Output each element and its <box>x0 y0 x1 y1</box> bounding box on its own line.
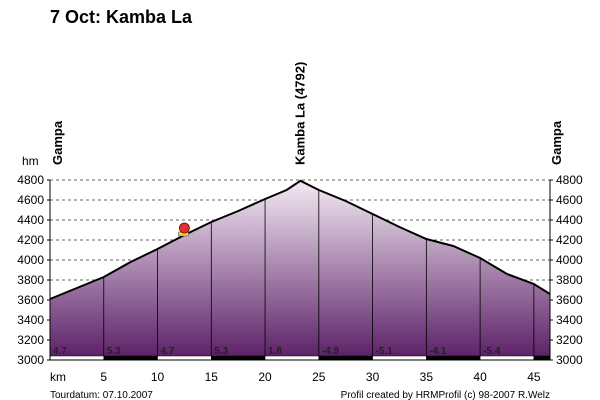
grade-label: 4.7 <box>161 346 175 357</box>
grade-label: -5.1 <box>376 346 394 357</box>
y-tick-label-left: 4800 <box>17 173 44 187</box>
place-label: Kamba La (4792) <box>293 62 308 165</box>
y-tick-label-left: 4200 <box>17 233 44 247</box>
y-tick-label-right: 3400 <box>556 313 583 327</box>
segment-dividers <box>103 190 535 360</box>
grade-label: 5.3 <box>214 346 228 357</box>
credit-text: Profil created by HRMProfil (c) 98-2007 … <box>341 390 550 400</box>
y-tick-label-left: 3200 <box>17 333 44 347</box>
y-tick-label-right: 3800 <box>556 273 583 287</box>
x-tick-label: 15 <box>205 370 219 384</box>
place-label: Gampa <box>549 120 564 165</box>
y-tick-label-right: 4600 <box>556 193 583 207</box>
position-marker <box>178 222 190 237</box>
y-tick-label-left: 3600 <box>17 293 44 307</box>
x-tick-label: 10 <box>151 370 165 384</box>
grade-labels: 4.7 5.3 4.7 5.3 1.8 -4.9 -5.1 -4.1 -5.4 <box>53 346 501 357</box>
x-tick-label: 25 <box>312 370 326 384</box>
y-tick-label-right: 3000 <box>556 353 583 367</box>
grade-label: 1.8 <box>268 346 282 357</box>
place-labels: Gampa Kamba La (4792) Gampa <box>50 62 564 165</box>
marker-dot <box>179 222 190 234</box>
chart-title: 7 Oct: Kamba La <box>50 7 193 27</box>
x-tick-label: 45 <box>527 370 541 384</box>
grade-label: -5.4 <box>483 346 501 357</box>
y-tick-label-left: 4400 <box>17 213 44 227</box>
x-tick-label: 35 <box>420 370 434 384</box>
y-tick-label-right: 4400 <box>556 213 583 227</box>
elevation-area <box>50 180 550 360</box>
y-tick-label-right: 4800 <box>556 173 583 187</box>
y-tick-label-left: 3000 <box>17 353 44 367</box>
y-tick-label-right: 3200 <box>556 333 583 347</box>
x-tick-label: 30 <box>366 370 380 384</box>
grade-label: -4.9 <box>322 346 340 357</box>
y-tick-label-right: 3600 <box>556 293 583 307</box>
y-tick-label-left: 3800 <box>17 273 44 287</box>
x-tick-label: 5 <box>100 370 107 384</box>
distance-scale-bar <box>49 355 551 361</box>
place-label: Gampa <box>50 120 65 165</box>
x-axis-unit-label: km <box>50 370 66 384</box>
y-tick-label-left: 4000 <box>17 253 44 267</box>
elevation-line <box>49 179 551 300</box>
y-tick-label-right: 4000 <box>556 253 583 267</box>
scale-bar-segment <box>533 355 551 361</box>
grade-label: 5.3 <box>107 346 121 357</box>
grade-label: 4.7 <box>53 346 67 357</box>
x-tick-label: 40 <box>473 370 487 384</box>
grade-label: -4.1 <box>429 346 447 357</box>
y-axis-unit-label: hm <box>22 154 39 168</box>
x-tick-label: 20 <box>258 370 272 384</box>
tour-date: Tourdatum: 07.10.2007 <box>50 390 153 400</box>
y-tick-label-left: 4600 <box>17 193 44 207</box>
y-tick-label-left: 3400 <box>17 313 44 327</box>
y-tick-label-right: 4200 <box>556 233 583 247</box>
axes: 3000 3000 3200 3200 3400 3400 3600 3600 3800 3800… <box>17 173 583 384</box>
